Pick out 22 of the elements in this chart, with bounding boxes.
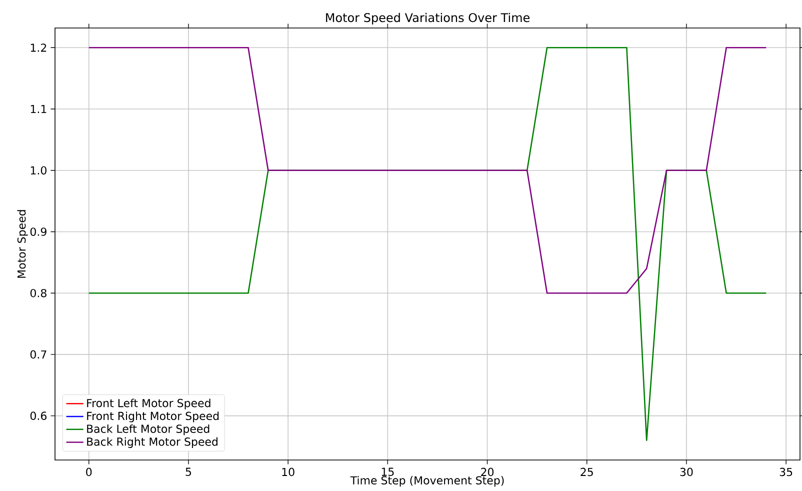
x-tick-label: 20 [481,468,494,476]
y-tick-label: 0.9 [30,228,46,236]
y-tick-label: 0.8 [30,288,46,298]
x-tick-label: 10 [282,468,294,476]
legend-label: Back Left Motor Speed [87,424,210,436]
y-tick-label: 0.7 [30,350,46,359]
legend-label: Front Left Motor Speed [87,398,210,410]
y-tick-label: 1.2 [30,44,46,52]
y-tick-label: 1.0 [30,166,46,175]
x-tick-label: 0 [86,468,92,476]
x-tick-label: 5 [186,468,192,476]
x-tick-label: 15 [382,468,394,476]
x-tick-label: 30 [680,468,693,476]
y-axis-title: Motor Speed [17,210,28,278]
x-tick-label: 35 [780,468,792,476]
x-tick-label: 25 [580,468,593,476]
x-axis-title: Time Step (Movement Step) [350,476,504,487]
chart-title: Motor Speed Variations Over Time [326,12,530,24]
y-tick-label: 1.1 [30,104,46,114]
y-tick-label: 0.6 [30,412,47,420]
legend-label: Back Right Motor Speed [87,437,218,448]
legend-label: Front Right Motor Speed [87,412,219,422]
